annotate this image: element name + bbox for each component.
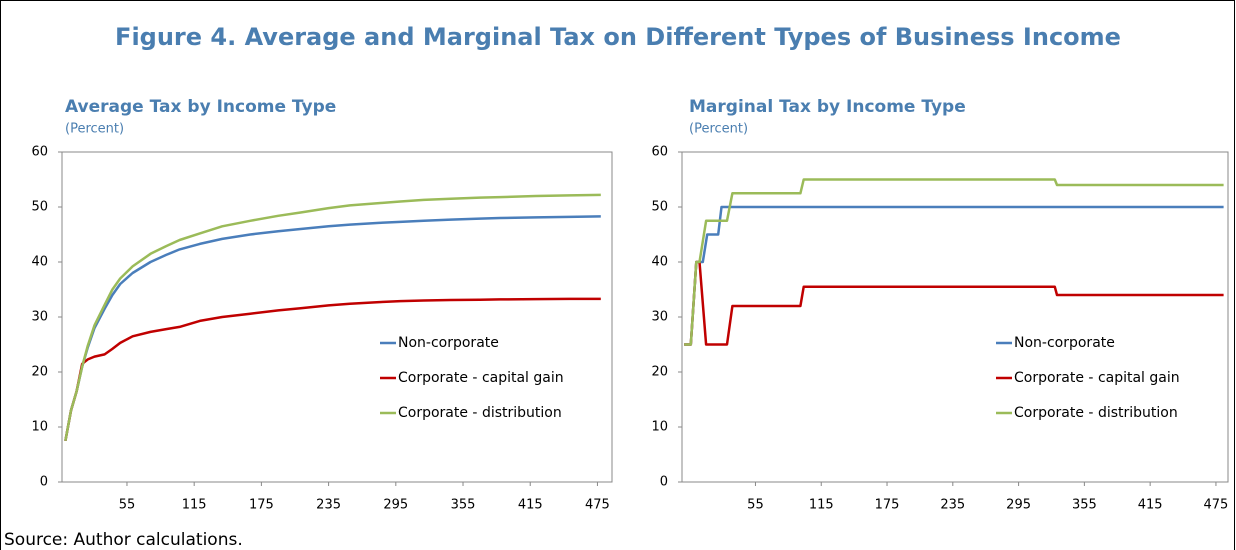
x-tick-label: 355 bbox=[1072, 498, 1097, 513]
series-line bbox=[684, 178, 1224, 346]
legend-label: Non-corporate bbox=[1014, 335, 1115, 351]
x-tick-label: 355 bbox=[451, 498, 476, 513]
x-tick-label: 295 bbox=[1006, 498, 1031, 513]
x-tick-label: 175 bbox=[249, 498, 274, 513]
x-tick-label: 115 bbox=[182, 498, 207, 513]
y-tick-label: 40 bbox=[651, 255, 668, 270]
x-tick-label: 475 bbox=[585, 498, 610, 513]
x-tick-label: 235 bbox=[940, 498, 965, 513]
legend-label: Corporate - distribution bbox=[398, 405, 562, 421]
y-tick-label: 10 bbox=[31, 420, 48, 435]
figure-title: Figure 4. Average and Marginal Tax on Di… bbox=[115, 23, 1121, 51]
legend-label: Corporate - capital gain bbox=[1014, 370, 1180, 386]
plot-area bbox=[61, 151, 613, 483]
y-tick-label: 20 bbox=[31, 365, 48, 380]
x-tick-label: 415 bbox=[1138, 498, 1163, 513]
x-tick-label: 55 bbox=[747, 498, 764, 513]
x-tick-label: 415 bbox=[518, 498, 543, 513]
x-tick-label: 115 bbox=[809, 498, 834, 513]
y-tick-label: 40 bbox=[31, 255, 48, 270]
x-tick-label: 175 bbox=[875, 498, 900, 513]
source-note: Source: Author calculations. bbox=[4, 530, 243, 550]
legend-label: Corporate - capital gain bbox=[398, 370, 564, 386]
x-tick-label: 235 bbox=[316, 498, 341, 513]
y-tick-label: 30 bbox=[651, 310, 668, 325]
series-line bbox=[64, 297, 601, 442]
x-tick-label: 295 bbox=[383, 498, 408, 513]
y-tick-label: 10 bbox=[651, 420, 668, 435]
y-tick-label: 0 bbox=[660, 475, 668, 490]
chart-title: Marginal Tax by Income Type bbox=[689, 97, 966, 117]
y-tick-label: 30 bbox=[31, 310, 48, 325]
y-tick-label: 0 bbox=[40, 475, 48, 490]
chart-title: Average Tax by Income Type bbox=[65, 97, 336, 117]
series-line bbox=[684, 260, 1224, 346]
plot-area bbox=[681, 151, 1229, 483]
series-line bbox=[684, 205, 1224, 346]
legend-label: Non-corporate bbox=[398, 335, 499, 351]
x-tick-label: 475 bbox=[1204, 498, 1229, 513]
y-tick-label: 60 bbox=[31, 145, 48, 160]
y-tick-label: 20 bbox=[651, 365, 668, 380]
chart-subtitle: (Percent) bbox=[65, 122, 124, 137]
series-line bbox=[64, 193, 601, 442]
y-tick-label: 50 bbox=[651, 200, 668, 215]
y-tick-label: 50 bbox=[31, 200, 48, 215]
chart-subtitle: (Percent) bbox=[689, 122, 748, 137]
y-tick-label: 60 bbox=[651, 145, 668, 160]
legend-label: Corporate - distribution bbox=[1014, 405, 1178, 421]
x-tick-label: 55 bbox=[119, 498, 136, 513]
